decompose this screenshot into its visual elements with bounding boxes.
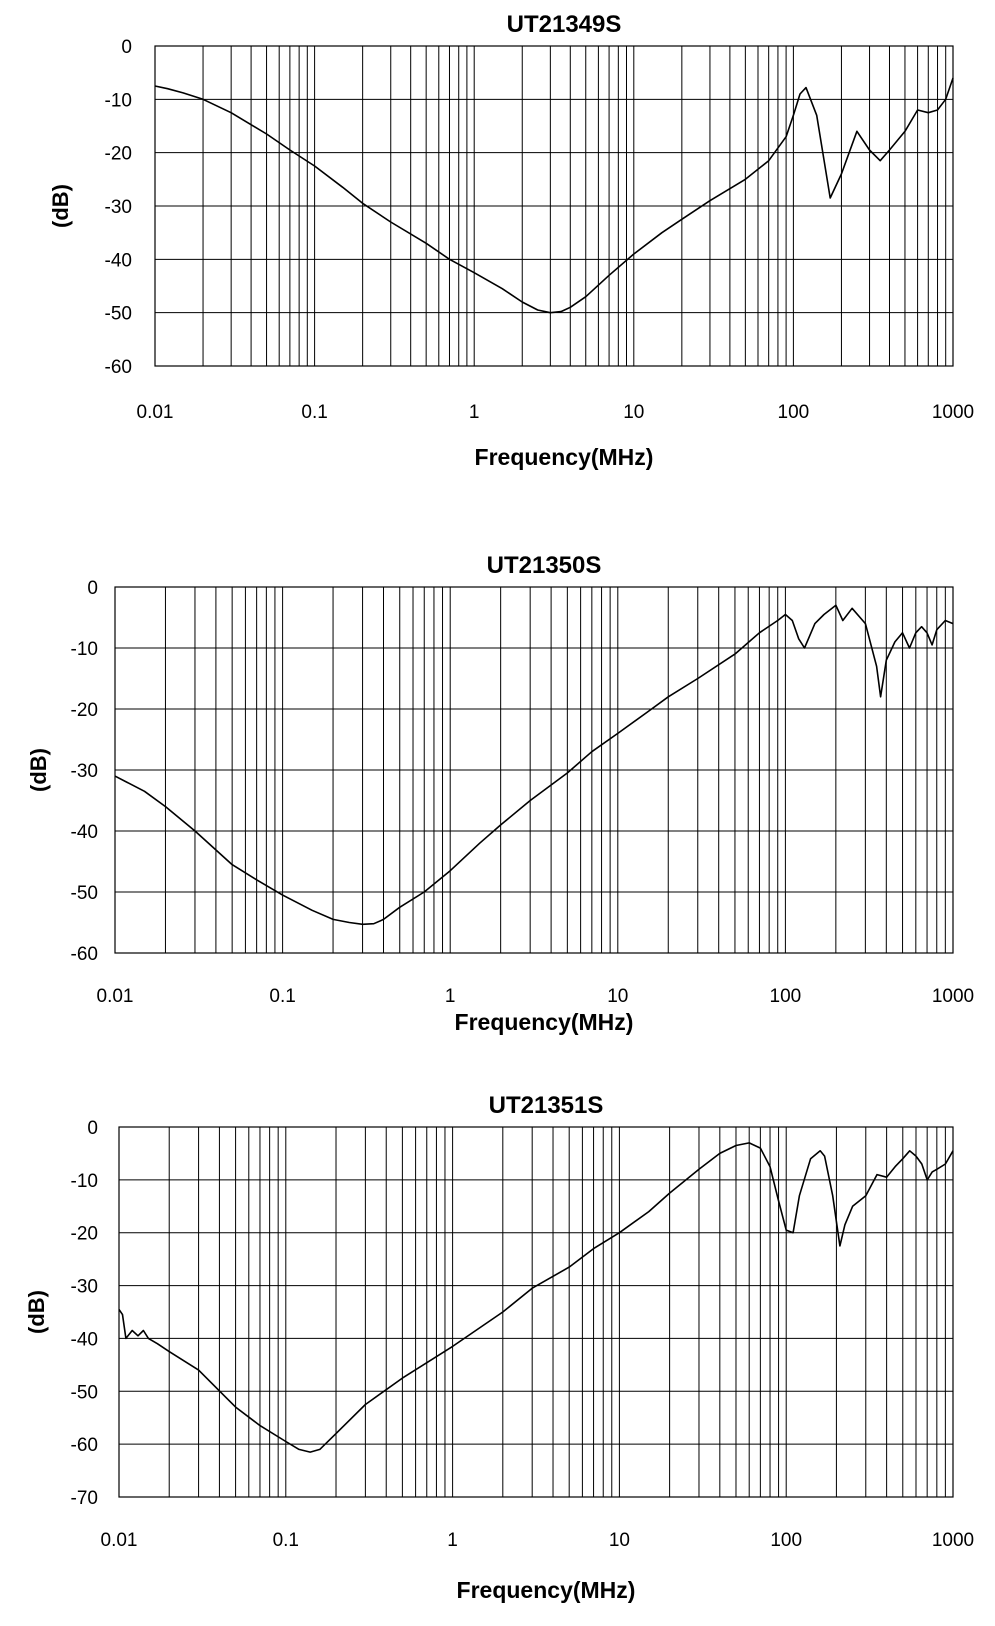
y-tick-label: 0	[87, 1118, 98, 1139]
x-axis-label: Frequency(MHz)	[475, 444, 654, 470]
chart-ut21349s: 0 -10 -20 -30 -40 -50 -60 0.01 0.1 1 10 100 1000 UT21…	[0, 0, 995, 540]
series-line	[118, 1142, 954, 1453]
y-tick-label: -50	[105, 304, 132, 325]
x-tick-label: 100	[770, 1530, 802, 1551]
y-axis-label: (dB)	[24, 1290, 49, 1334]
y-tick-label: -20	[71, 1224, 98, 1245]
y-tick-label: -10	[105, 90, 132, 111]
chart-svg: 0 -10 -20 -30 -40 -50 -60 0.01 0.1 1 10 100 1000 UT21…	[48, 11, 974, 470]
x-tick-label: 100	[770, 986, 802, 1007]
x-axis-label: Frequency(MHz)	[455, 1009, 634, 1035]
chart-ut21351s: 0 -10 -20 -30 -40 -50 -60 -70 0.01 0.1 1 10 100 1000 U…	[0, 1078, 995, 1626]
y-tick-label: -60	[71, 944, 98, 965]
x-tick-label: 0.01	[101, 1530, 138, 1551]
x-tick-label: 10	[623, 402, 644, 423]
y-tick-label: -60	[71, 1435, 98, 1456]
y-tick-label: -60	[105, 357, 132, 378]
x-axis-label: Frequency(MHz)	[457, 1577, 636, 1603]
grid	[154, 45, 953, 367]
x-tick-label: 1	[445, 986, 456, 1007]
y-tick-label: -30	[105, 197, 132, 218]
chart-title: UT21349S	[507, 11, 622, 38]
chart-title: UT21351S	[489, 1092, 604, 1119]
x-tick-label: 0.01	[97, 986, 134, 1007]
x-tick-label: 1000	[932, 402, 974, 423]
series-line	[114, 604, 954, 926]
y-tick-label: -10	[71, 1171, 98, 1192]
series-line	[154, 77, 954, 314]
chart-svg: 0 -10 -20 -30 -40 -50 -60 0.01 0.1 1 10 100 1000 UT21…	[26, 552, 974, 1035]
y-tick-label: -50	[71, 883, 98, 904]
x-tick-label: 1000	[932, 986, 974, 1007]
y-tick-label: -20	[71, 700, 98, 721]
chart-ut21350s: 0 -10 -20 -30 -40 -50 -60 0.01 0.1 1 10 100 1000 UT21…	[0, 540, 995, 1040]
x-tick-label: 10	[609, 1530, 630, 1551]
y-tick-label: -70	[71, 1488, 98, 1509]
x-tick-label: 0.01	[137, 402, 174, 423]
x-tick-label: 0.1	[301, 402, 327, 423]
x-tick-label: 0.1	[273, 1530, 299, 1551]
grid	[118, 1126, 953, 1498]
x-tick-label: 100	[778, 402, 810, 423]
chart-title: UT21350S	[487, 552, 602, 579]
y-tick-label: -30	[71, 1277, 98, 1298]
x-tick-label: 1000	[932, 1530, 974, 1551]
y-tick-label: 0	[121, 37, 132, 58]
y-tick-label: -20	[105, 144, 132, 165]
grid	[114, 586, 953, 954]
x-tick-label: 0.1	[269, 986, 295, 1007]
plot-frame	[114, 586, 954, 954]
y-tick-label: -50	[71, 1382, 98, 1403]
y-axis-label: (dB)	[26, 748, 51, 792]
y-tick-label: -40	[105, 250, 132, 271]
y-tick-label: 0	[87, 578, 98, 599]
y-tick-label: -10	[71, 639, 98, 660]
x-tick-label: 1	[469, 402, 480, 423]
y-tick-label: -30	[71, 761, 98, 782]
chart-svg: 0 -10 -20 -30 -40 -50 -60 -700.01 0.1 1 10 100 1000 U…	[24, 1092, 974, 1603]
plot-frame	[154, 45, 954, 367]
y-axis-label: (dB)	[48, 184, 73, 228]
y-tick-label: -40	[71, 822, 98, 843]
y-tick-label: -40	[71, 1329, 98, 1350]
plot-frame	[118, 1126, 954, 1498]
x-tick-label: 10	[607, 986, 628, 1007]
x-tick-label: 1	[447, 1530, 458, 1551]
